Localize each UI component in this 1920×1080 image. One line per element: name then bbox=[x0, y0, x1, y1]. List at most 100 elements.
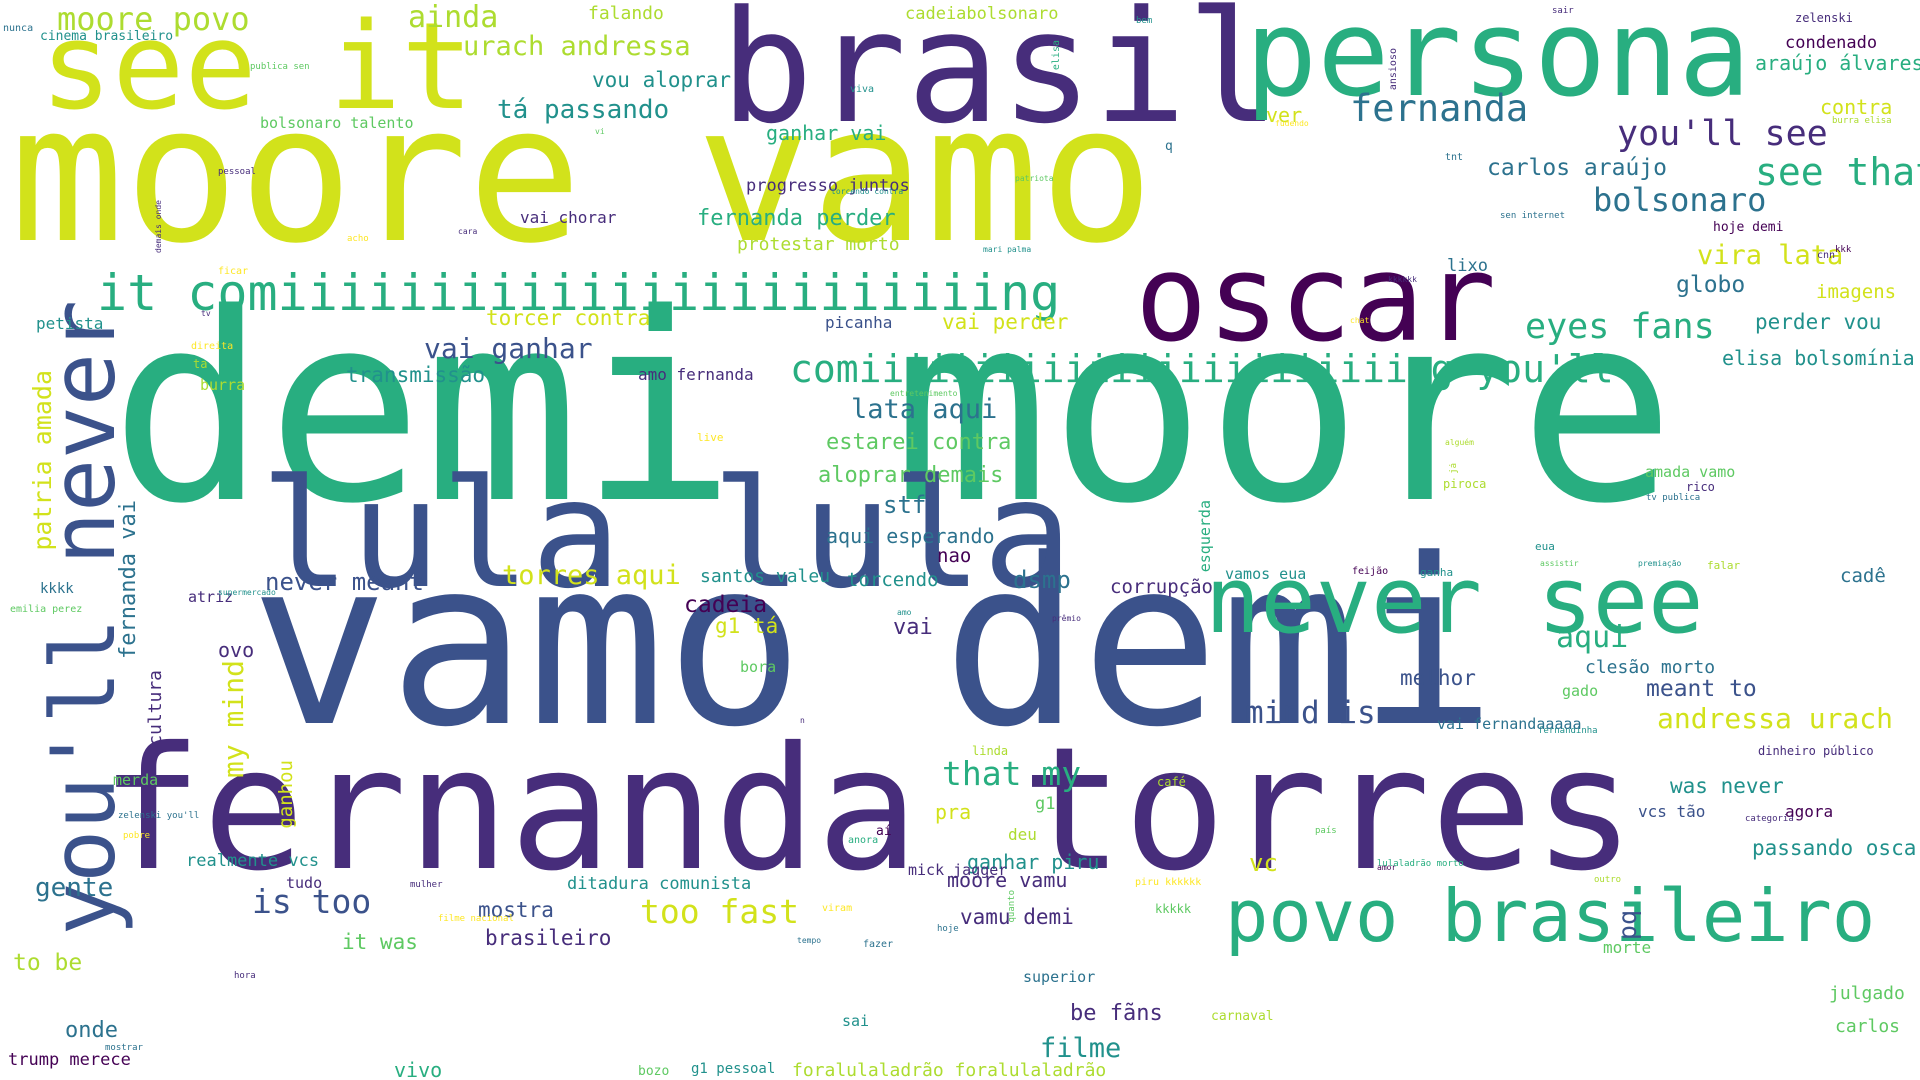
cloud-word: it comiiiiiiiiiiiiiiiiiiiiiiiing bbox=[97, 264, 1061, 322]
cloud-word: chat bbox=[1350, 316, 1370, 325]
cloud-word: to be bbox=[13, 950, 83, 976]
cloud-word: bora bbox=[740, 658, 777, 676]
cloud-word: moore povo bbox=[57, 0, 250, 38]
cloud-word: viram bbox=[822, 903, 853, 914]
cloud-word: mostra bbox=[478, 898, 554, 922]
cloud-word: torcer contra bbox=[486, 306, 651, 330]
cloud-word: vivo bbox=[394, 1058, 443, 1080]
cloud-word: transmissão bbox=[346, 363, 486, 387]
cloud-word: passando oscar bbox=[1752, 836, 1920, 860]
cloud-word: estarei contra bbox=[826, 430, 1012, 455]
cloud-word: vou aloprar bbox=[592, 68, 732, 92]
cloud-word: never meant bbox=[265, 568, 424, 596]
cloud-word: mostrar bbox=[105, 1043, 143, 1053]
cloud-word: torcendo bbox=[847, 569, 939, 591]
cloud-word: tv publica bbox=[1646, 493, 1701, 503]
cloud-word: pessoal bbox=[218, 167, 256, 177]
cloud-word: trump merece bbox=[8, 1050, 131, 1070]
cloud-word: mari palma bbox=[983, 245, 1032, 254]
cloud-word: filme bbox=[1040, 1033, 1122, 1064]
cloud-word: dinheiro público bbox=[1758, 744, 1874, 758]
cloud-word: hoje bbox=[937, 924, 959, 934]
cloud-word: zelenski bbox=[1795, 11, 1853, 25]
cloud-word: falar bbox=[1707, 559, 1741, 572]
cloud-word: cara bbox=[458, 227, 478, 236]
cloud-word: persona bbox=[1245, 0, 1751, 124]
cloud-word: vai bbox=[893, 615, 933, 640]
cloud-word: q bbox=[1165, 139, 1173, 154]
cloud-word: araújo álvares bbox=[1755, 51, 1920, 75]
cloud-word: ganhar piru bbox=[967, 850, 1100, 874]
cloud-word: santos valeu bbox=[700, 566, 831, 587]
cloud-word: kkkkkk bbox=[1388, 275, 1417, 284]
cloud-word: amor bbox=[1377, 863, 1397, 872]
cloud-word: protestar morto bbox=[737, 234, 900, 255]
cloud-word: vcs tão bbox=[1638, 802, 1706, 821]
cloud-word: tá passando bbox=[497, 95, 670, 125]
cloud-word: hoje demi bbox=[1713, 220, 1784, 235]
cloud-word: stf bbox=[883, 491, 927, 519]
cloud-word: ovo bbox=[218, 638, 255, 662]
cloud-word: my mind bbox=[217, 660, 250, 779]
cloud-word: emilia perez bbox=[10, 604, 83, 615]
cloud-word: direita bbox=[191, 341, 234, 352]
cloud-word: mulher bbox=[410, 880, 443, 890]
cloud-word: filme nacional bbox=[438, 914, 514, 924]
cloud-word: país bbox=[1315, 826, 1337, 836]
cloud-word: patriota bbox=[1015, 174, 1054, 183]
cloud-word: cultura bbox=[145, 670, 166, 746]
cloud-word: linda bbox=[972, 744, 1009, 758]
cloud-word: brasil bbox=[720, 0, 1280, 158]
cloud-word: moore vamu bbox=[947, 868, 1068, 892]
cloud-word: bozo bbox=[638, 1064, 670, 1079]
cloud-word: fernanda bbox=[1350, 87, 1529, 130]
cloud-word: gado bbox=[1562, 682, 1599, 700]
cloud-word: sen internet bbox=[1500, 211, 1566, 221]
cloud-word: cnn bbox=[1817, 250, 1836, 261]
cloud-word: clesão morto bbox=[1585, 657, 1716, 678]
cloud-word: was never bbox=[1670, 774, 1784, 798]
cloud-word: entretenimento bbox=[890, 389, 958, 398]
cloud-word: g1 pessoal bbox=[691, 1061, 776, 1077]
cloud-word: pq bbox=[1613, 910, 1642, 941]
cloud-word: aloprar demais bbox=[818, 463, 1004, 488]
cloud-word: kkkk bbox=[40, 581, 74, 597]
cloud-word: demi moore bbox=[110, 259, 1676, 561]
cloud-word: perder vou bbox=[1755, 310, 1882, 334]
cloud-word: cadeiabolsonaro bbox=[905, 4, 1059, 24]
cloud-word: n bbox=[800, 716, 805, 725]
cloud-word: torres aqui bbox=[502, 560, 681, 591]
cloud-word: be fãns bbox=[1070, 1001, 1163, 1026]
cloud-word: falando bbox=[588, 3, 664, 24]
cloud-word: gente bbox=[35, 873, 114, 903]
cloud-word: ganhar vai bbox=[766, 121, 887, 145]
cloud-word: bolsonaro bbox=[1593, 181, 1767, 219]
cloud-word: aqui bbox=[1556, 620, 1629, 655]
cloud-word: burra bbox=[200, 376, 246, 394]
cloud-word: cadeia bbox=[684, 592, 768, 618]
cloud-word: g1 tá bbox=[715, 614, 779, 638]
cloud-word: progresso juntos bbox=[746, 176, 910, 196]
cloud-word: fazer bbox=[863, 939, 894, 950]
cloud-word: viva bbox=[850, 84, 875, 95]
cloud-word: petista bbox=[36, 314, 104, 333]
cloud-word: urach andressa bbox=[463, 31, 691, 62]
cloud-word: realmente vcs bbox=[186, 851, 320, 871]
cloud-word: amo bbox=[897, 608, 912, 617]
cloud-word: torcendo contra bbox=[831, 187, 904, 196]
cloud-word: supermercado bbox=[218, 588, 276, 597]
cloud-word: you'll see bbox=[1617, 114, 1828, 154]
cloud-word: bem bbox=[1136, 16, 1153, 26]
cloud-word: eyes fans bbox=[1525, 307, 1715, 347]
cloud-word: melhor bbox=[1400, 666, 1476, 690]
cloud-word: vamos eua bbox=[1225, 565, 1307, 583]
cloud-word: ditadura comunista bbox=[567, 874, 752, 894]
cloud-word: g1 bbox=[1035, 794, 1056, 814]
cloud-word: aqui esperando bbox=[826, 524, 995, 548]
cloud-word: picanha bbox=[825, 313, 893, 332]
cloud-word: live bbox=[697, 431, 724, 444]
cloud-word: deu bbox=[1008, 825, 1037, 844]
cloud-word: morte bbox=[1603, 938, 1652, 957]
cloud-word: superior bbox=[1023, 968, 1096, 986]
